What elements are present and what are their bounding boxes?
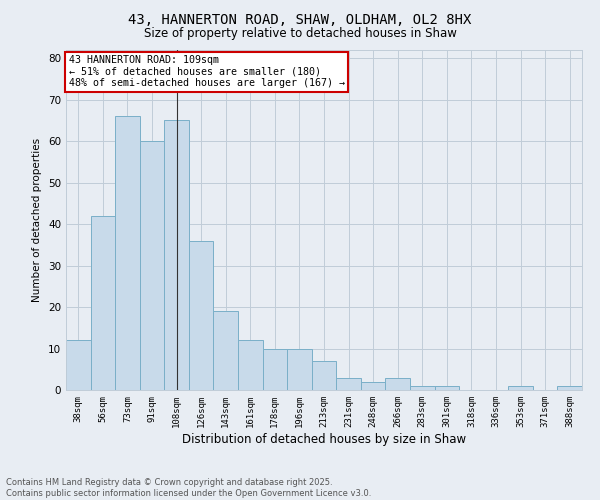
Bar (508, 386, 533, 390)
Bar (214, 311, 238, 390)
Text: Contains HM Land Registry data © Crown copyright and database right 2025.
Contai: Contains HM Land Registry data © Crown c… (6, 478, 371, 498)
Bar (66, 340, 91, 390)
Y-axis label: Number of detached properties: Number of detached properties (32, 138, 43, 302)
Bar (557, 386, 582, 390)
Bar (434, 386, 459, 390)
Bar (189, 240, 214, 390)
Bar (312, 361, 336, 390)
Bar (385, 378, 410, 390)
Bar (361, 382, 385, 390)
Bar (91, 216, 115, 390)
Bar (140, 141, 164, 390)
Bar (410, 386, 434, 390)
Bar (238, 340, 263, 390)
Text: 43 HANNERTON ROAD: 109sqm
← 51% of detached houses are smaller (180)
48% of semi: 43 HANNERTON ROAD: 109sqm ← 51% of detac… (68, 55, 344, 88)
Bar (336, 378, 361, 390)
Bar (164, 120, 189, 390)
Bar (287, 348, 312, 390)
X-axis label: Distribution of detached houses by size in Shaw: Distribution of detached houses by size … (182, 432, 466, 446)
Text: Size of property relative to detached houses in Shaw: Size of property relative to detached ho… (143, 28, 457, 40)
Bar (115, 116, 140, 390)
Bar (263, 348, 287, 390)
Text: 43, HANNERTON ROAD, SHAW, OLDHAM, OL2 8HX: 43, HANNERTON ROAD, SHAW, OLDHAM, OL2 8H… (128, 12, 472, 26)
